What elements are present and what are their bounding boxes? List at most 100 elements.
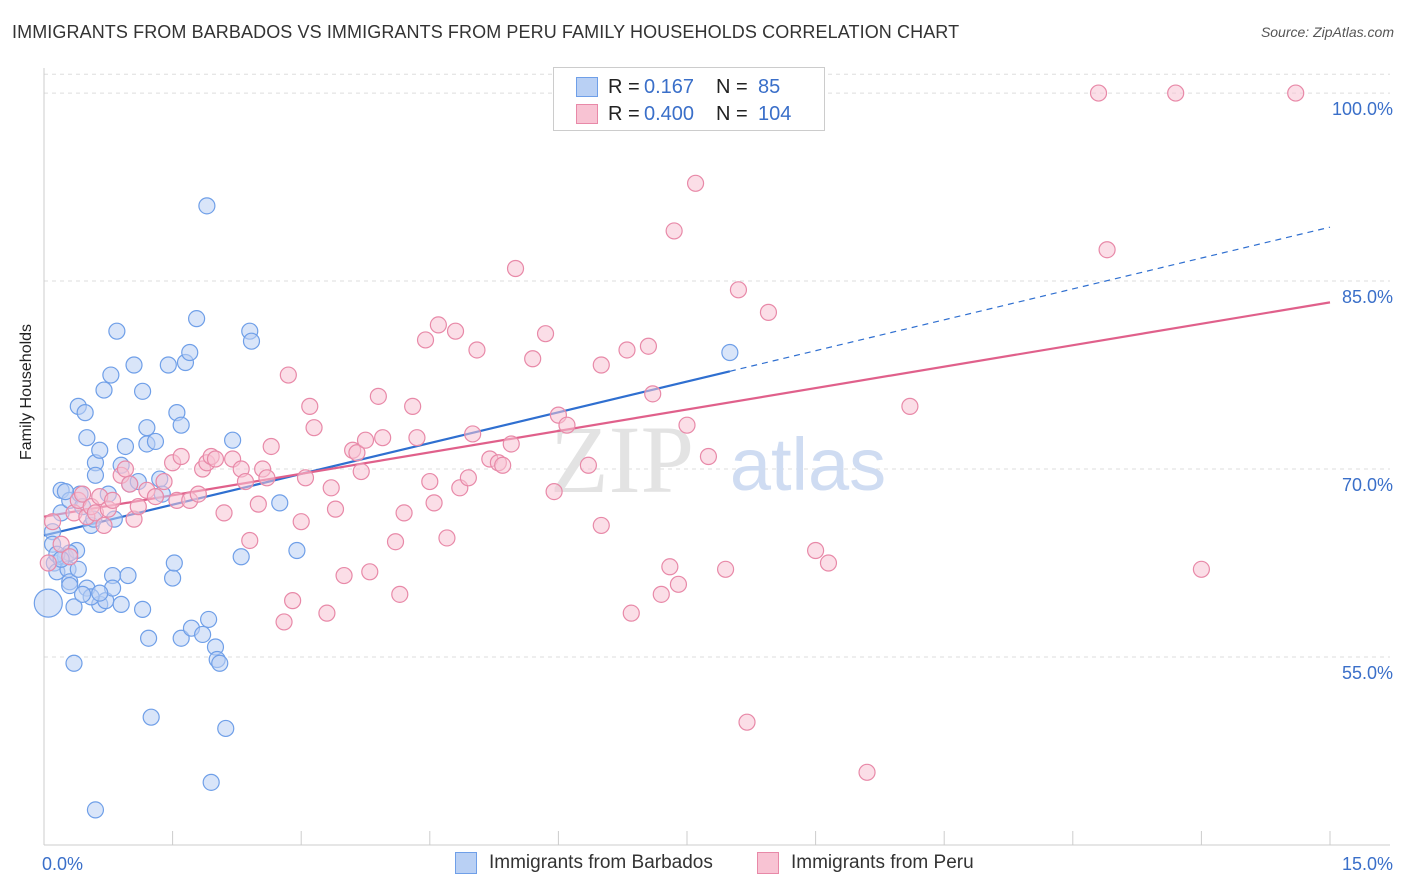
data-point [116, 460, 135, 478]
data-point [164, 569, 182, 587]
data-point [425, 494, 443, 512]
data-point [194, 625, 212, 644]
x-tick-label-min: 0.0% [42, 854, 83, 874]
bottom-legend-label-peru: Immigrants from Peru [791, 852, 974, 873]
data-point [819, 554, 838, 572]
data-point [200, 610, 218, 629]
data-point [622, 604, 640, 622]
legend-n-value: 85 [758, 75, 781, 98]
trend-line-peru [43, 301, 1331, 518]
data-point [391, 585, 409, 603]
y-tick-label: 85.0% [1342, 287, 1393, 307]
data-point [181, 343, 199, 362]
data-point [172, 447, 190, 466]
legend-r-value: 0.400 [644, 102, 695, 125]
data-point [506, 259, 525, 278]
tick-labels: 55.0% 70.0% 85.0% 100.0% 0.0% 15.0% [42, 99, 1393, 874]
data-point [217, 719, 235, 738]
data-point [159, 356, 177, 374]
data-point [669, 575, 688, 593]
data-point [91, 584, 109, 602]
data-point [644, 385, 662, 403]
data-point [438, 529, 456, 547]
data-point [39, 554, 57, 572]
data-point [468, 341, 486, 359]
trend-line-barbados [43, 370, 731, 537]
data-point [1089, 84, 1108, 102]
data-point [686, 174, 705, 192]
data-point [61, 576, 79, 595]
data-point [133, 600, 152, 618]
data-point [76, 404, 94, 422]
data-point [69, 560, 87, 578]
data-point [236, 472, 255, 491]
data-point [215, 504, 233, 522]
data-point [262, 437, 280, 456]
data-point [545, 482, 563, 501]
data-point [242, 332, 261, 350]
data-point [224, 431, 242, 449]
data-point [112, 595, 130, 613]
data-point [421, 472, 439, 491]
bottom-legend-swatch-peru [757, 852, 779, 874]
series-peru [39, 84, 1305, 781]
data-point [524, 350, 542, 368]
data-point [95, 516, 113, 535]
data-point [189, 485, 207, 503]
y-tick-label: 100.0% [1332, 99, 1393, 119]
data-point [579, 456, 598, 474]
data-point [738, 713, 756, 731]
data-point [429, 316, 447, 334]
data-point [1287, 84, 1305, 102]
data-point [232, 548, 250, 566]
data-point [288, 541, 306, 560]
y-tick-label: 55.0% [1342, 663, 1393, 683]
data-point [661, 558, 679, 576]
data-point [206, 450, 225, 468]
legend-r-label: R = [608, 75, 640, 98]
data-point [129, 498, 147, 516]
data-point [369, 387, 387, 405]
data-point [678, 416, 696, 434]
legend-swatch-peru [576, 104, 598, 124]
data-point [241, 531, 259, 550]
legend-swatch-barbados [576, 77, 598, 97]
data-point [125, 356, 143, 374]
data-point [318, 604, 336, 622]
bottom-legend: Immigrants from Barbados Immigrants from… [0, 852, 1406, 878]
data-point [52, 535, 70, 553]
data-point [146, 432, 165, 451]
data-point [102, 366, 120, 384]
legend-row-barbados: R = 0.167 N = 85 [576, 74, 780, 100]
data-point [95, 381, 113, 399]
data-point [86, 801, 105, 819]
data-point [142, 708, 160, 726]
data-point [284, 592, 302, 610]
data-point [721, 343, 739, 362]
scatter-points [33, 84, 1305, 819]
data-point [305, 419, 323, 437]
legend-r-label: R = [608, 102, 640, 125]
data-point [73, 485, 92, 503]
data-point [56, 482, 75, 501]
data-point [198, 197, 216, 215]
data-point [716, 560, 735, 578]
data-point [33, 588, 63, 618]
data-point [116, 437, 135, 456]
data-point [165, 554, 183, 572]
legend-n-label: N = [716, 75, 748, 98]
data-point [65, 598, 83, 616]
data-point [459, 469, 477, 487]
data-point [1167, 84, 1185, 102]
data-point [729, 281, 748, 299]
data-point [139, 629, 158, 647]
trend-lines [43, 226, 1331, 537]
data-point [249, 495, 267, 513]
bottom-legend-peru: Immigrants from Peru [757, 852, 974, 874]
data-point [121, 475, 139, 493]
data-point [172, 629, 190, 647]
data-point [502, 435, 520, 453]
data-point [464, 425, 482, 443]
data-point [202, 773, 220, 791]
